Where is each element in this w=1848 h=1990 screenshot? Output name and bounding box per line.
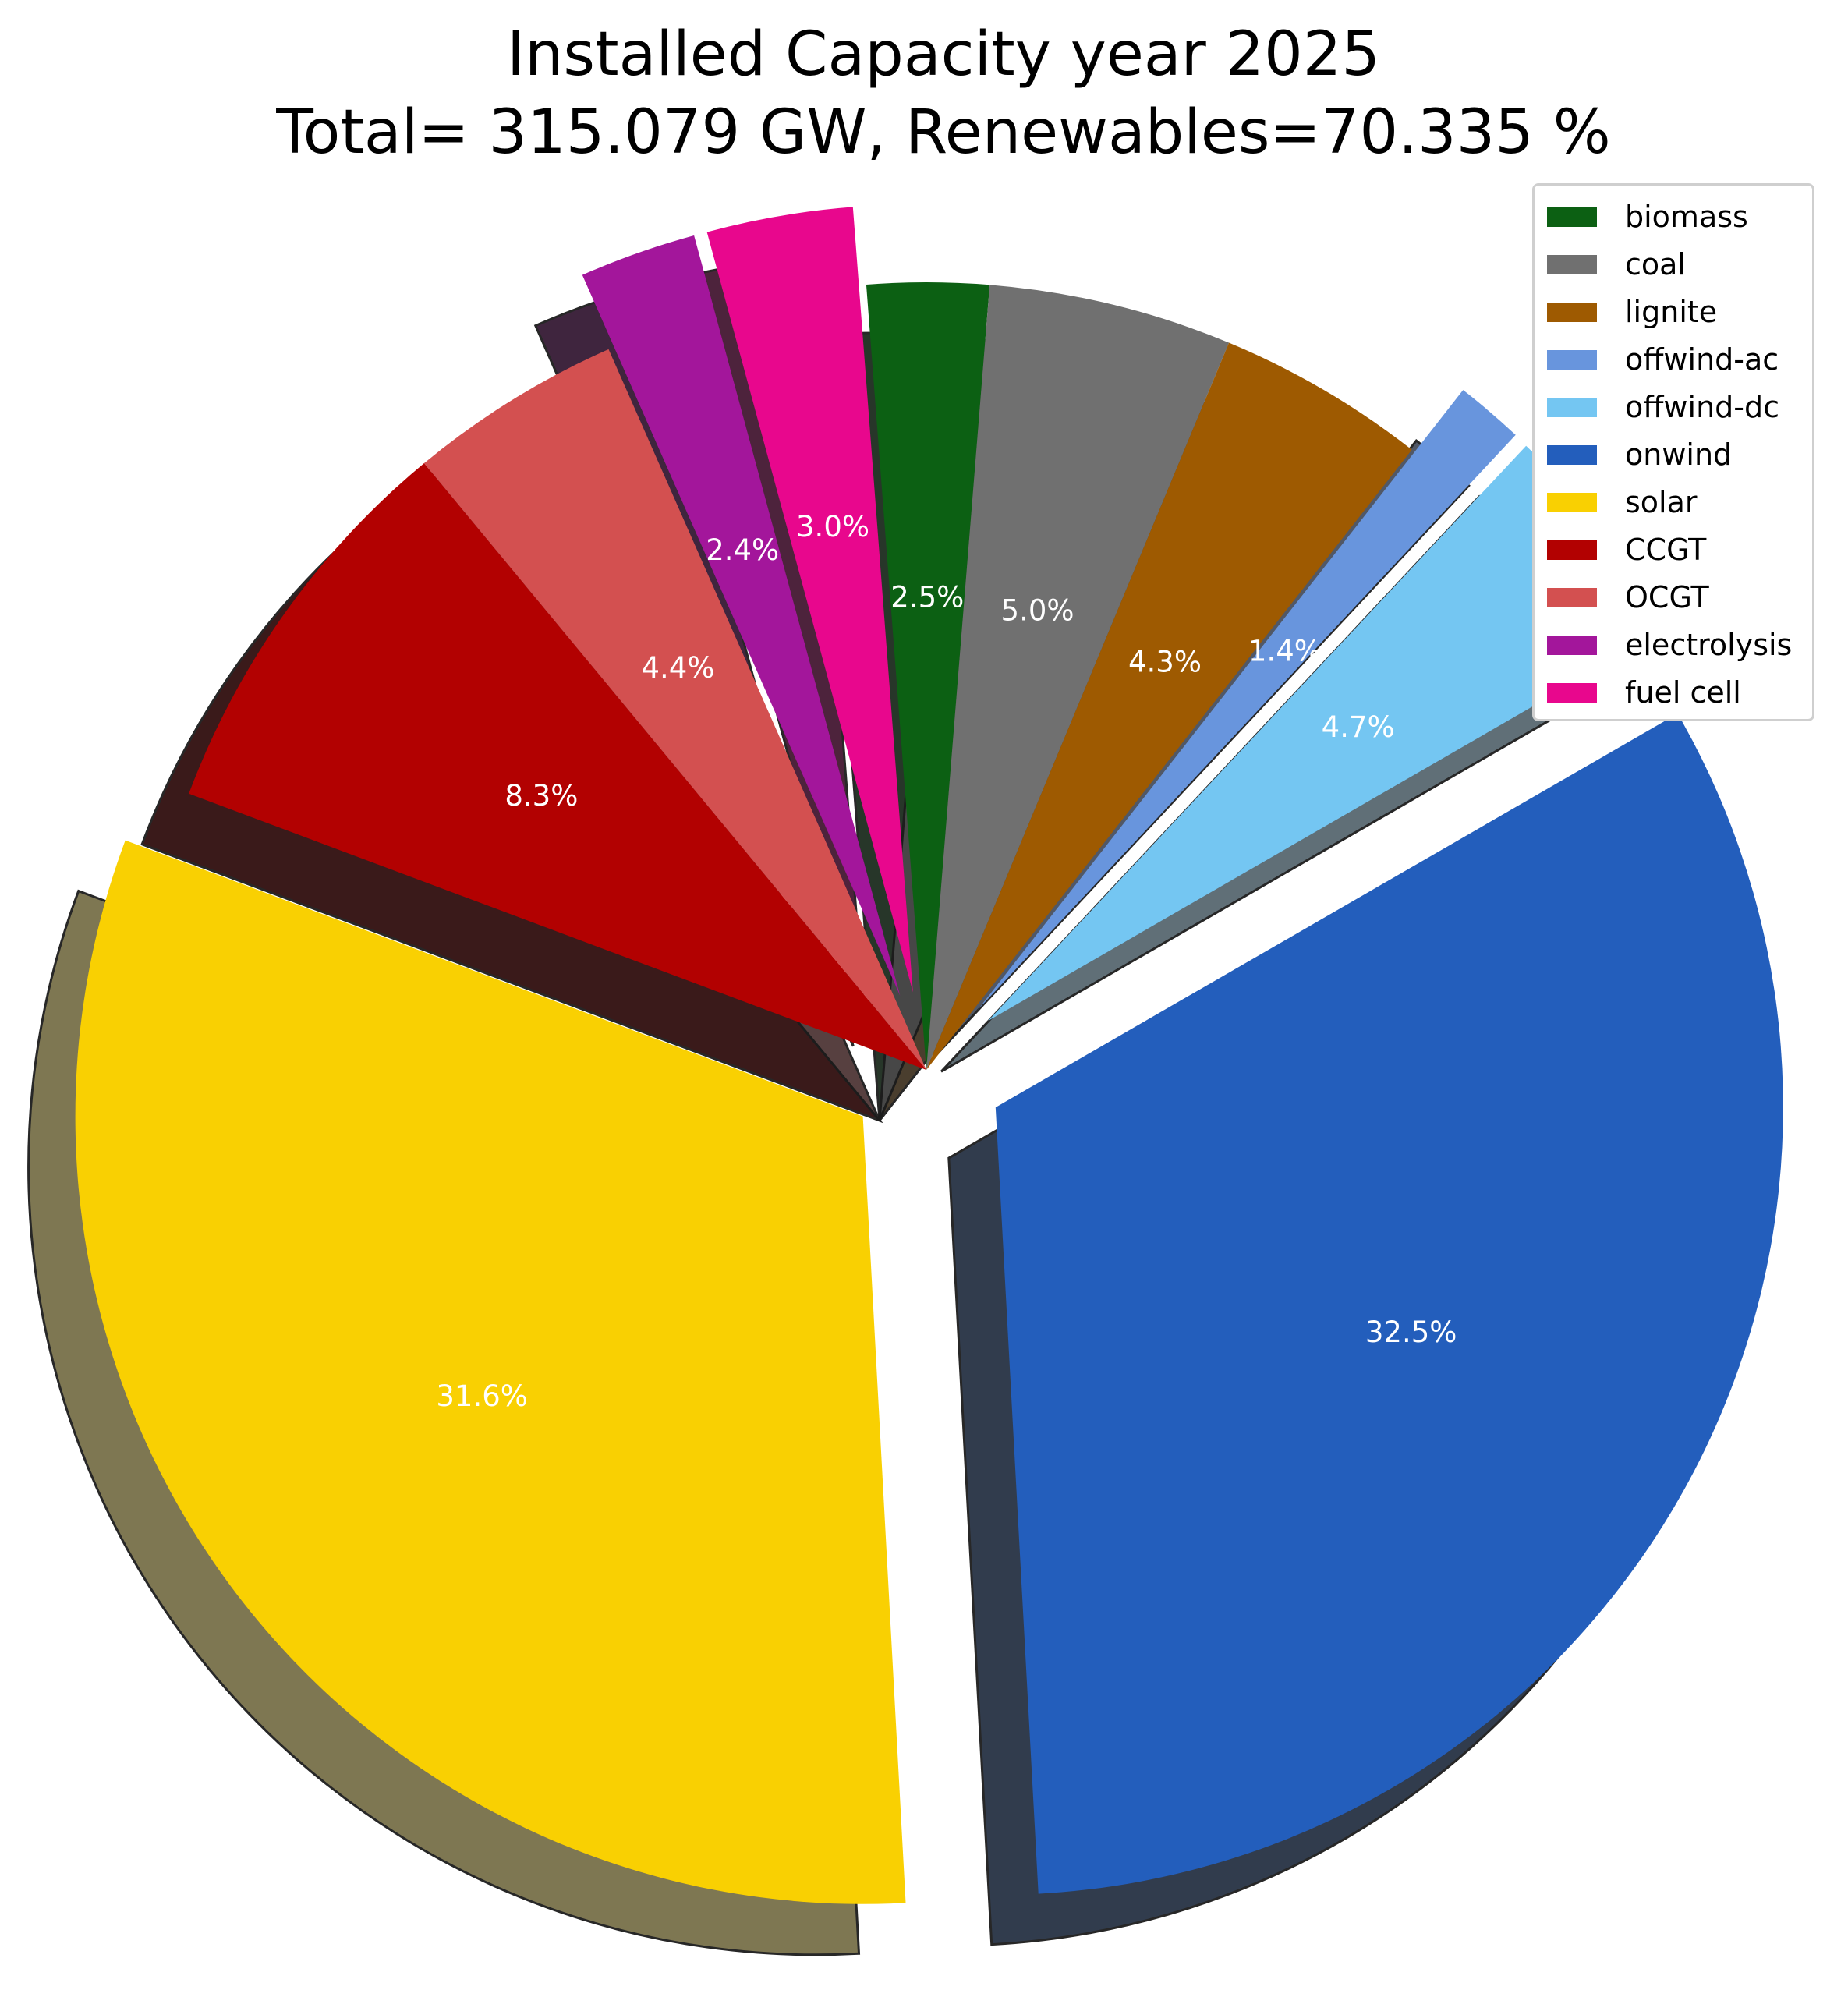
slice-biomass <box>866 282 990 1070</box>
legend-item-offwind-ac: offwind-ac <box>1535 339 1812 387</box>
pct-label-offwind-dc: 4.7% <box>1322 710 1395 744</box>
legend-swatch <box>1547 540 1597 560</box>
legend-swatch <box>1547 683 1597 703</box>
chart-title-line-1: Installed Capacity year 2025 <box>506 19 1381 90</box>
legend-item-onwind: onwind <box>1535 434 1812 482</box>
legend-item-ccgt: CCGT <box>1535 529 1812 577</box>
legend-swatch <box>1547 445 1597 465</box>
slice-offwind-dc <box>988 445 1670 1022</box>
legend-swatch <box>1547 303 1597 322</box>
legend-swatch <box>1547 493 1597 512</box>
pct-label-biomass: 2.5% <box>890 581 964 614</box>
legend-label: offwind-dc <box>1625 390 1779 424</box>
legend-label: fuel cell <box>1625 675 1741 710</box>
pct-label-ccgt: 8.3% <box>504 779 578 813</box>
pct-label-ocgt: 4.4% <box>641 651 714 685</box>
slice-solar <box>75 840 906 1904</box>
slice-electrolysis <box>582 235 901 996</box>
pct-label-lignite: 4.3% <box>1128 645 1202 678</box>
pct-label-onwind: 32.5% <box>1365 1315 1457 1349</box>
slice-ocgt <box>423 349 926 1070</box>
slice-fuel-cell <box>706 207 913 993</box>
legend-item-solar: solar <box>1535 482 1812 529</box>
chart-title-line-2: Total= 315.079 GW, Renewables=70.335 % <box>276 97 1611 168</box>
legend-label: biomass <box>1625 200 1748 234</box>
slice-onwind <box>995 713 1783 1894</box>
legend-item-lignite: lignite <box>1535 292 1812 339</box>
legend-label: solar <box>1625 485 1698 519</box>
legend-label: OCGT <box>1625 580 1709 614</box>
legend-swatch <box>1547 636 1597 655</box>
legend-item-ocgt: OCGT <box>1535 577 1812 625</box>
legend: biomass coal lignite offwind-ac offwind-dc on… <box>1532 183 1814 721</box>
pct-label-fuel-cell: 3.0% <box>796 510 869 544</box>
legend-label: lignite <box>1625 295 1718 329</box>
legend-label: coal <box>1625 247 1686 282</box>
legend-item-coal: coal <box>1535 244 1812 292</box>
legend-swatch <box>1547 207 1597 227</box>
pct-label-offwind-ac: 1.4% <box>1248 635 1322 668</box>
legend-label: onwind <box>1625 437 1733 472</box>
pct-label-coal: 5.0% <box>1001 594 1074 628</box>
label-layer: 32.5% 31.6% 8.3% 4.4% 2.4% 3.0% 2.5% 5.0% 4.3% 1.… <box>436 510 1457 1413</box>
legend-swatch <box>1547 588 1597 607</box>
slice-lignite <box>926 342 1412 1070</box>
legend-label: electrolysis <box>1625 628 1793 662</box>
chart-title: Installed Capacity year 2025 Total= 315.… <box>0 16 1848 172</box>
slice-layer <box>75 207 1783 1904</box>
legend-swatch <box>1547 398 1597 417</box>
legend-item-biomass: biomass <box>1535 197 1812 244</box>
slice-offwind-ac <box>977 390 1516 1011</box>
legend-item-electrolysis: electrolysis <box>1535 625 1812 672</box>
legend-item-offwind-dc: offwind-dc <box>1535 387 1812 434</box>
slice-ccgt <box>189 463 927 1070</box>
legend-swatch <box>1547 255 1597 274</box>
legend-label: CCGT <box>1625 533 1707 567</box>
legend-label: offwind-ac <box>1625 342 1779 377</box>
pct-label-solar: 31.6% <box>436 1379 528 1413</box>
slice-coal <box>926 285 1230 1070</box>
legend-item-fuel-cell: fuel cell <box>1535 672 1812 720</box>
legend-swatch <box>1547 350 1597 370</box>
pct-label-electrolysis: 2.4% <box>706 533 779 567</box>
